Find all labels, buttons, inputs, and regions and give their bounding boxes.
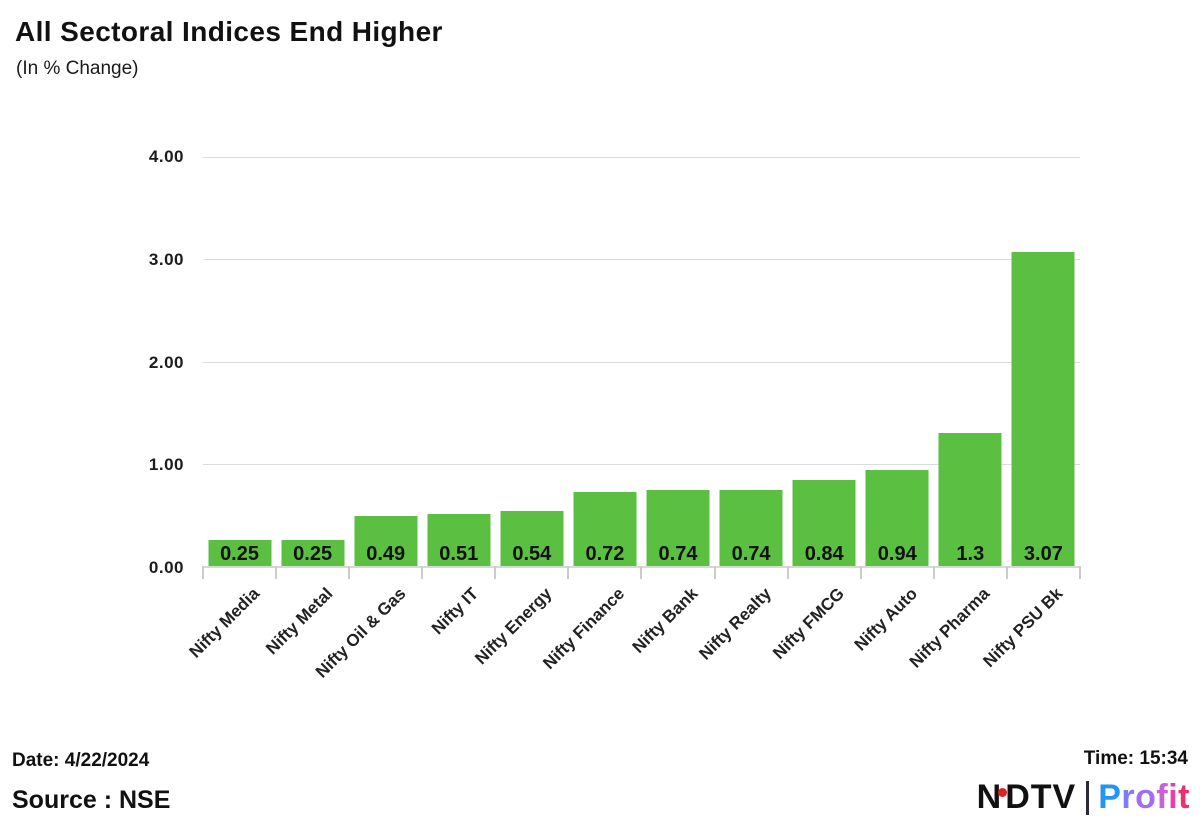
- chart-slot: 0.25 Nifty Media: [185, 157, 278, 662]
- gridline: [203, 259, 1080, 261]
- source-label: Source : NSE: [12, 786, 171, 814]
- bar: [865, 469, 929, 566]
- x-axis-tick: [567, 566, 570, 579]
- y-axis: 4.00 3.00 2.00 1.00 0.00: [0, 147, 184, 577]
- x-axis-label: Nifty Realty: [694, 584, 775, 664]
- profit-letter: o: [1135, 778, 1157, 816]
- profit-letter: P: [1098, 778, 1122, 816]
- profit-letter: r: [1121, 778, 1136, 816]
- y-axis-tick-label: 4.00: [148, 147, 184, 166]
- profit-letter: f: [1156, 778, 1169, 816]
- bar: [719, 490, 783, 566]
- chart-slot: 0.72 Nifty Finance: [539, 157, 643, 673]
- chart-slot: 0.51 Nifty IT: [422, 157, 497, 638]
- bar-value-label: 0.25: [293, 543, 333, 565]
- bar: [1011, 252, 1075, 566]
- x-axis-tick: [421, 566, 424, 579]
- page-subtitle: (In % Change): [16, 58, 139, 79]
- gridline: [203, 157, 1080, 158]
- bar: [573, 492, 637, 566]
- plot-area: 0.25 Nifty Media 0.25 Nifty Metal 0.49 Nifty …: [185, 157, 1081, 682]
- chart-slot: 0.94 Nifty Auto: [850, 157, 935, 654]
- x-axis-tick: [859, 566, 862, 579]
- bar: [938, 433, 1002, 566]
- bar-value-label: 0.54: [512, 543, 552, 565]
- bar: [792, 480, 856, 566]
- bar: [208, 540, 272, 566]
- time-label: Time: 15:34: [1083, 748, 1188, 769]
- bar-value-label: 0.74: [731, 543, 771, 565]
- chart-slot: 0.49 Nifty Oil & Gas: [312, 157, 424, 682]
- y-axis-tick-label: 0.00: [148, 558, 184, 577]
- bar-value-label: 0.84: [804, 543, 844, 565]
- bar: [354, 515, 418, 566]
- slots: 0.25 Nifty Media 0.25 Nifty Metal 0.49 Nifty …: [185, 157, 1081, 682]
- x-axis-tick: [202, 566, 204, 579]
- x-axis-label: Nifty Auto: [850, 584, 921, 655]
- chart-slot: 0.84 Nifty FMCG: [769, 157, 862, 663]
- logo-separator: [1086, 780, 1090, 815]
- bar: [281, 540, 345, 566]
- x-axis-tick: [348, 566, 351, 579]
- bar-value-label: 0.72: [585, 543, 625, 565]
- x-axis-label: Nifty Bank: [628, 584, 702, 657]
- x-axis-label: Nifty Media: [185, 584, 263, 662]
- chart-slot: 0.25 Nifty Metal: [262, 157, 351, 658]
- profit-letter: i: [1168, 778, 1179, 816]
- x-axis-tick: [786, 566, 789, 579]
- x-axis-label: Nifty FMCG: [768, 584, 848, 663]
- x-axis-tick: [713, 566, 716, 579]
- ndtv-letter-n: N: [976, 778, 1003, 816]
- ndtv-red-dot-icon: [998, 788, 1008, 797]
- chart-slot: 0.74 Nifty Realty: [695, 157, 789, 664]
- bar-value-label: 1.3: [956, 543, 985, 565]
- x-axis-tick: [1078, 566, 1081, 579]
- page-title: All Sectoral Indices End Higher: [15, 16, 443, 47]
- chart-slot: 0.74 Nifty Bank: [629, 157, 716, 657]
- y-axis-tick-label: 2.00: [148, 352, 184, 372]
- x-axis-label: Nifty IT: [428, 584, 483, 639]
- gridline: [203, 463, 1080, 465]
- x-axis-tick: [640, 566, 643, 579]
- y-axis-tick-label: 3.00: [148, 249, 184, 269]
- bar-value-label: 0.49: [366, 543, 406, 565]
- chart-slot: 1.3 Nifty Pharma: [906, 157, 1008, 672]
- ndtv-wordmark: N DTV: [977, 778, 1077, 817]
- bar: [500, 510, 564, 566]
- x-axis-tick: [932, 566, 935, 579]
- bar-value-label: 0.74: [658, 543, 698, 565]
- x-axis-tick: [1005, 566, 1008, 579]
- bar: [646, 490, 710, 566]
- bar-value-label: 0.25: [220, 543, 259, 565]
- profit-letter: t: [1178, 778, 1190, 816]
- ndtv-letters-dtv: DTV: [1005, 778, 1077, 816]
- chart-slot: 3.07 Nifty PSU Bk: [980, 157, 1081, 671]
- x-axis-tick: [275, 566, 278, 579]
- bar: [427, 513, 491, 566]
- y-axis-tick-label: 1.00: [148, 455, 184, 475]
- bar-value-label: 3.07: [1023, 543, 1063, 565]
- date-label: Date: 4/22/2024: [12, 750, 150, 771]
- x-axis-tick: [494, 566, 497, 579]
- bar-value-label: 0.51: [439, 543, 479, 565]
- gridline: [203, 361, 1080, 363]
- x-axis-label: Nifty Metal: [261, 584, 337, 659]
- chart-slot: 0.54 Nifty Energy: [471, 157, 570, 668]
- bar-value-label: 0.94: [877, 543, 917, 565]
